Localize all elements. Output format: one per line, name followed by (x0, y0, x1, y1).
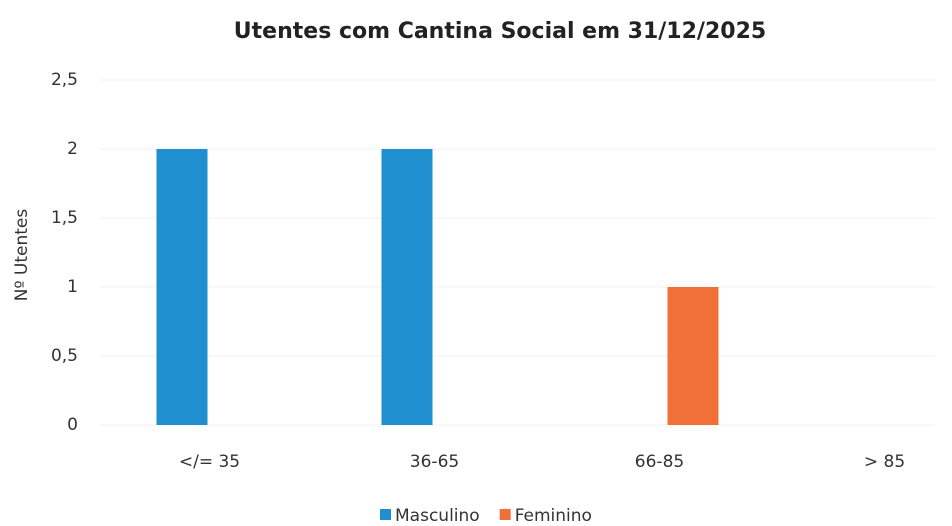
y-tick-label: 0,5 (51, 346, 78, 366)
x-tick-label: </= 35 (179, 452, 240, 472)
legend-label: Masculino (395, 506, 480, 526)
legend-swatch (499, 509, 511, 520)
y-tick-label: 2,5 (51, 70, 78, 90)
bar (156, 149, 208, 425)
x-tick-label: 36-65 (410, 452, 459, 472)
x-tick-label: > 85 (864, 452, 905, 472)
y-tick-label: 0 (67, 415, 78, 435)
legend-swatch (380, 509, 391, 520)
legend-label: Feminino (515, 506, 592, 526)
y-tick-label: 1 (67, 277, 78, 297)
x-tick-label: 66-85 (635, 452, 684, 472)
y-tick-label: 1,5 (51, 208, 78, 228)
bar (667, 287, 719, 425)
bar (381, 149, 433, 425)
chart-title: Utentes com Cantina Social em 31/12/2025 (234, 19, 766, 44)
y-axis-label: Nº Utentes (12, 209, 32, 302)
y-tick-label: 2 (67, 139, 78, 159)
